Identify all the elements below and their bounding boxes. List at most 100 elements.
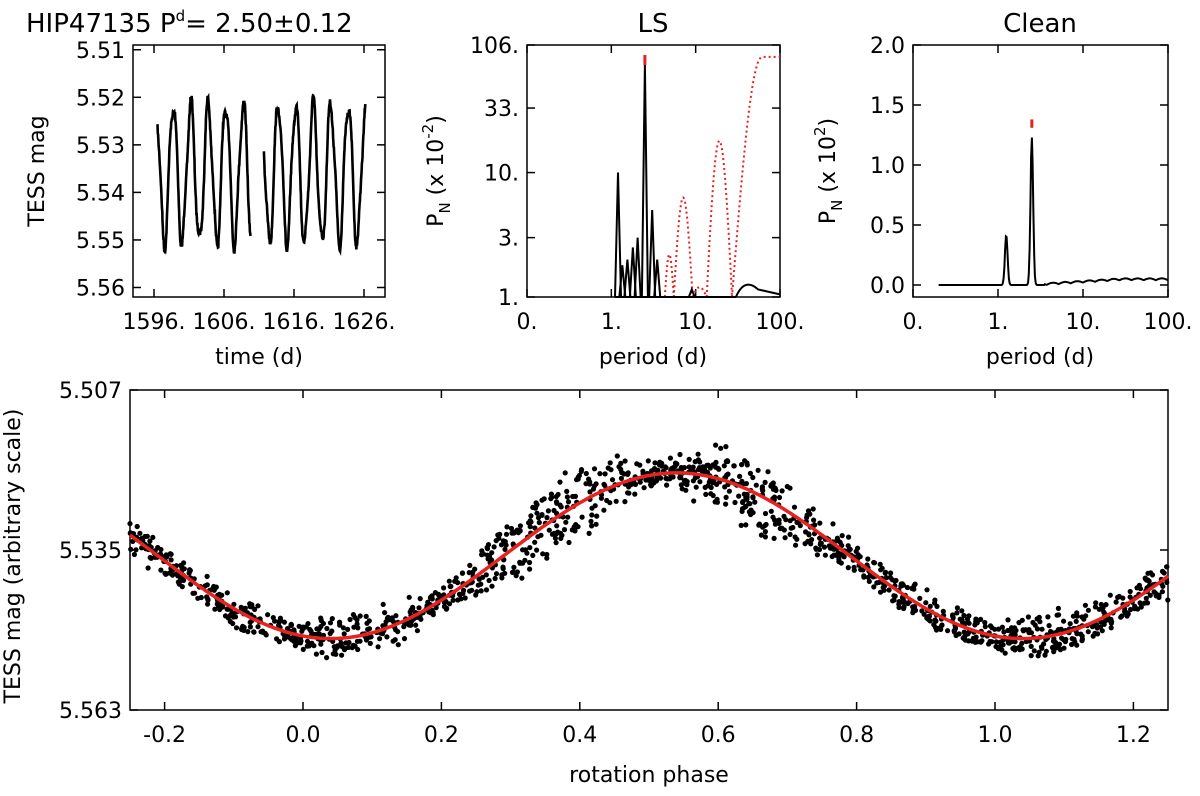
phase-point [814, 552, 821, 558]
phase-point [375, 644, 381, 650]
phase-point [932, 597, 938, 603]
phase-point [168, 551, 174, 557]
ls-ytick-label: 3. [498, 227, 519, 252]
phase-point [622, 499, 628, 505]
phase-point [534, 547, 540, 553]
clean-ytick-label: 0.0 [870, 274, 905, 299]
phase-point [664, 482, 670, 488]
phase-point [737, 473, 743, 479]
phase-point [532, 539, 538, 545]
phase-point [324, 625, 330, 632]
phase-point [741, 491, 747, 497]
phase-point [1011, 645, 1017, 651]
phase-point [813, 546, 819, 552]
phase-point [245, 629, 251, 635]
phase-point [1093, 600, 1099, 606]
phase-point [836, 559, 842, 565]
phase-point [131, 551, 137, 558]
phase-point [681, 478, 687, 484]
phase-point [608, 467, 614, 473]
phase-point [1031, 648, 1037, 654]
phase-point [771, 535, 777, 542]
phase-point [888, 570, 894, 576]
phase-point [1138, 604, 1144, 610]
ls-peak [687, 286, 696, 298]
clean-ytick-label: 0.5 [870, 214, 905, 239]
phase-point [934, 603, 940, 610]
ls-peak [633, 237, 642, 298]
phase-point [503, 531, 510, 537]
figure-title: HIP47135 Pd= 2.50±0.12 [26, 7, 353, 39]
phase-point [878, 567, 884, 573]
phase-point [486, 553, 493, 560]
phase-point [229, 611, 235, 617]
phase-point [479, 548, 485, 554]
phase-point [755, 467, 761, 473]
phase-point [723, 444, 729, 450]
phase-point [295, 640, 301, 646]
phase-point [313, 651, 319, 657]
phase-point [651, 466, 658, 472]
phase-point [1153, 593, 1159, 599]
phase-point [924, 615, 930, 621]
phase-point [919, 608, 925, 614]
phase-point [247, 624, 253, 630]
phase-point [970, 635, 976, 642]
phase-point [1041, 641, 1047, 647]
phase-frame [129, 389, 1169, 711]
phase-point [821, 544, 828, 550]
phase-point [626, 490, 632, 496]
ls-ylabel: PN (x 10-2) [419, 115, 454, 227]
phase-point [804, 515, 810, 521]
phase-point [137, 530, 143, 536]
phase-point [1028, 653, 1034, 659]
phase-point [765, 469, 771, 475]
phase-point [469, 587, 475, 593]
phase-point [750, 494, 756, 500]
phase-point [851, 567, 857, 573]
phase-point [876, 579, 882, 586]
lightcurve-xtick-label: 1606. [193, 310, 256, 335]
phase-point [427, 595, 434, 601]
phase-point [1046, 623, 1052, 629]
phase-point [702, 484, 708, 490]
phase-point [484, 546, 491, 552]
phase-point [747, 470, 754, 476]
phase-point [743, 522, 749, 528]
phase-point [517, 559, 523, 565]
phase-point [1002, 650, 1008, 656]
phase-point [710, 462, 716, 468]
phase-point [347, 616, 353, 623]
phase-point [686, 456, 692, 462]
phase-point [367, 640, 373, 647]
phase-point [769, 481, 775, 488]
clean-xtick-label: 0. [903, 310, 924, 335]
phase-point [579, 514, 585, 520]
phase-point [787, 531, 793, 538]
phase-point [1034, 626, 1040, 632]
phase-point [395, 629, 401, 635]
phase-point [932, 617, 938, 623]
phase-point [704, 462, 710, 468]
phase-point [311, 631, 317, 637]
phase-point [678, 474, 684, 481]
phase-point [1160, 583, 1166, 589]
phase-point [233, 625, 240, 631]
ls-window-arch [691, 286, 708, 298]
phase-point [251, 629, 257, 635]
phase-point [589, 505, 595, 511]
phase-point [558, 504, 564, 510]
phase-point [450, 597, 456, 603]
phase-point [590, 486, 597, 492]
phase-point [527, 566, 533, 572]
phase-point [601, 507, 607, 513]
phase-point [607, 460, 613, 466]
phase-point [784, 483, 790, 490]
phase-point [950, 612, 956, 618]
phase-point [891, 593, 897, 599]
phase-point [499, 575, 505, 581]
lightcurve-panel: 1596. 1606. 1616. 1626. 5.51 5.52 5.53 5.54 5.55… [25, 39, 395, 370]
phase-point [498, 542, 505, 548]
phase-point [553, 531, 559, 537]
phase-point [187, 567, 193, 573]
